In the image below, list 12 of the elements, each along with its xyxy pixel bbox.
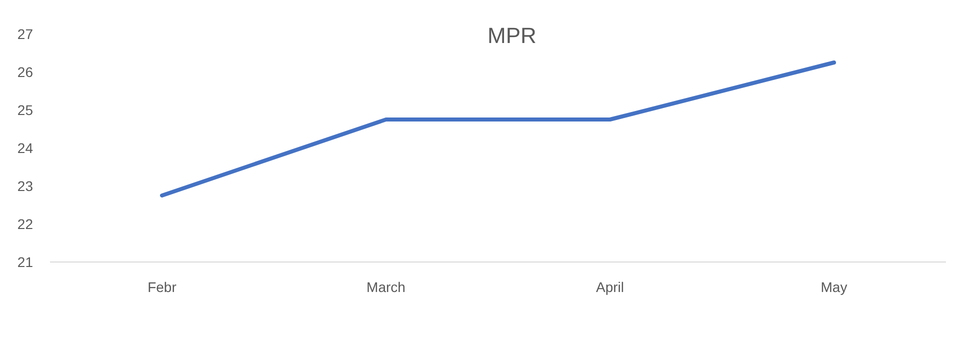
x-tick-label: April <box>596 279 624 295</box>
x-tick-label: Febr <box>148 279 177 295</box>
y-tick-label: 22 <box>17 216 34 232</box>
y-tick-label: 27 <box>17 26 34 42</box>
y-tick-label: 23 <box>17 178 34 194</box>
y-tick-label: 21 <box>17 254 34 270</box>
x-tick-label: May <box>820 279 848 295</box>
x-tick-label: March <box>366 279 406 295</box>
y-tick-label: 26 <box>17 64 34 80</box>
y-tick-label: 24 <box>17 140 34 156</box>
chart-title: MPR <box>488 23 536 48</box>
y-tick-label: 25 <box>17 102 34 118</box>
